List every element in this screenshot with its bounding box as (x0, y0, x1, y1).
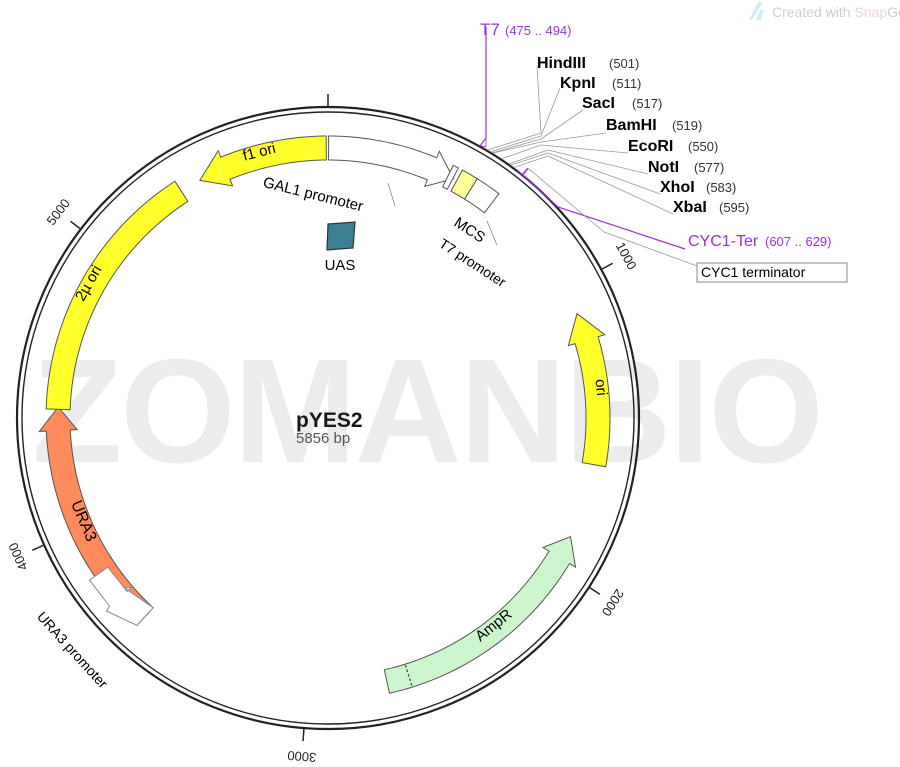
svg-text:(577): (577) (694, 160, 724, 175)
svg-text:(607 .. 629): (607 .. 629) (765, 234, 832, 249)
svg-text:CYC1 terminator: CYC1 terminator (701, 264, 806, 280)
svg-text:(511): (511) (612, 76, 641, 91)
svg-text:(501): (501) (609, 56, 639, 71)
svg-text:1000: 1000 (613, 240, 640, 273)
svg-text:5856 bp: 5856 bp (296, 430, 350, 447)
svg-text:(517): (517) (632, 96, 662, 111)
svg-text:3000: 3000 (287, 748, 317, 762)
svg-text:GAL1 promoter: GAL1 promoter (261, 174, 365, 215)
svg-text:pYES2: pYES2 (296, 409, 363, 432)
svg-text:EcoRI: EcoRI (628, 138, 673, 155)
svg-text:Created with SnapGene®: Created with SnapGene® (772, 4, 900, 20)
svg-text:ori: ori (591, 378, 610, 396)
svg-text:2000: 2000 (599, 586, 627, 618)
svg-text:(583): (583) (706, 180, 736, 195)
svg-text:ZOMANBIO: ZOMANBIO (32, 329, 822, 494)
svg-text:SacI: SacI (582, 95, 615, 112)
svg-text:(519): (519) (672, 118, 702, 133)
svg-text:BamHI: BamHI (606, 117, 657, 134)
svg-text:T7 promoter: T7 promoter (436, 235, 509, 290)
svg-text:5000: 5000 (43, 196, 72, 228)
svg-text:XbaI: XbaI (673, 199, 707, 216)
svg-text:UAS: UAS (325, 257, 356, 274)
svg-text:KpnI: KpnI (560, 75, 596, 92)
svg-text:XhoI: XhoI (660, 179, 695, 196)
svg-text:CYC1-Ter: CYC1-Ter (688, 233, 759, 250)
svg-text:(550): (550) (688, 139, 718, 154)
svg-text:T7: T7 (480, 20, 500, 39)
svg-text:4000: 4000 (5, 540, 31, 573)
svg-text:HindIII: HindIII (537, 55, 586, 72)
svg-text:(475 .. 494): (475 .. 494) (505, 23, 572, 38)
svg-text:(595): (595) (719, 200, 749, 215)
svg-text:NotI: NotI (648, 159, 679, 176)
